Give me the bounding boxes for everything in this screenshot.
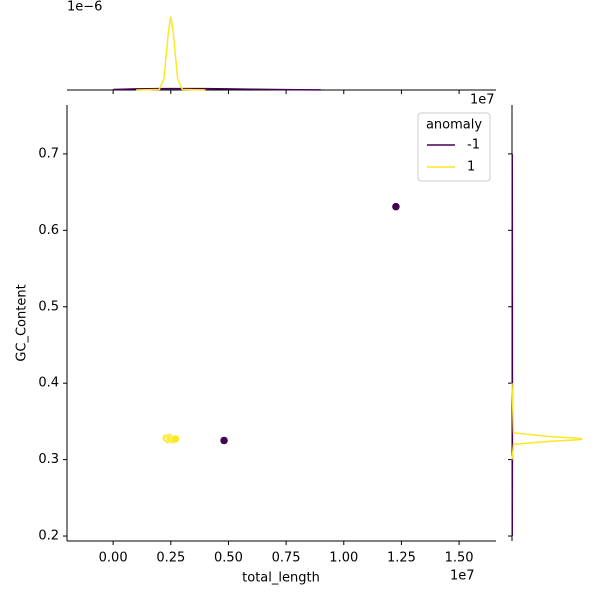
y-tick-label: 0.3 <box>38 452 59 467</box>
x-tick-label: 1.25 <box>387 551 416 566</box>
legend-label: -1 <box>467 138 480 153</box>
y-tick-label: 0.5 <box>38 299 59 314</box>
x-tick-label: 1.00 <box>329 551 358 566</box>
x-axis-label: total_length <box>242 571 320 586</box>
density-line <box>136 16 206 91</box>
legend-box <box>417 112 491 182</box>
point <box>219 436 229 445</box>
legend-label: 1 <box>467 160 475 175</box>
y-axis-label: GC_Content <box>15 284 30 361</box>
y-tick-label: 0.2 <box>38 529 59 544</box>
y-offset-label: 1e−6 <box>67 0 102 15</box>
y-tick-label: 0.7 <box>38 146 59 161</box>
legend-title: anomaly <box>426 118 482 133</box>
x-tick-label: 0.75 <box>272 551 301 566</box>
density-line <box>511 383 583 460</box>
x-tick-label: 0.00 <box>99 551 128 566</box>
x-offset-label: 1e7 <box>450 569 475 584</box>
point <box>171 434 180 444</box>
density-line <box>113 87 321 91</box>
y-tick-label: 0.6 <box>38 223 59 238</box>
x-tick-label: 1.50 <box>445 551 474 566</box>
y-tick-label: 0.4 <box>38 376 59 391</box>
x-tick-label: 0.25 <box>156 551 185 566</box>
x-offset-label: 1e7 <box>470 93 495 108</box>
point <box>391 202 401 211</box>
x-tick-label: 0.50 <box>214 551 243 566</box>
